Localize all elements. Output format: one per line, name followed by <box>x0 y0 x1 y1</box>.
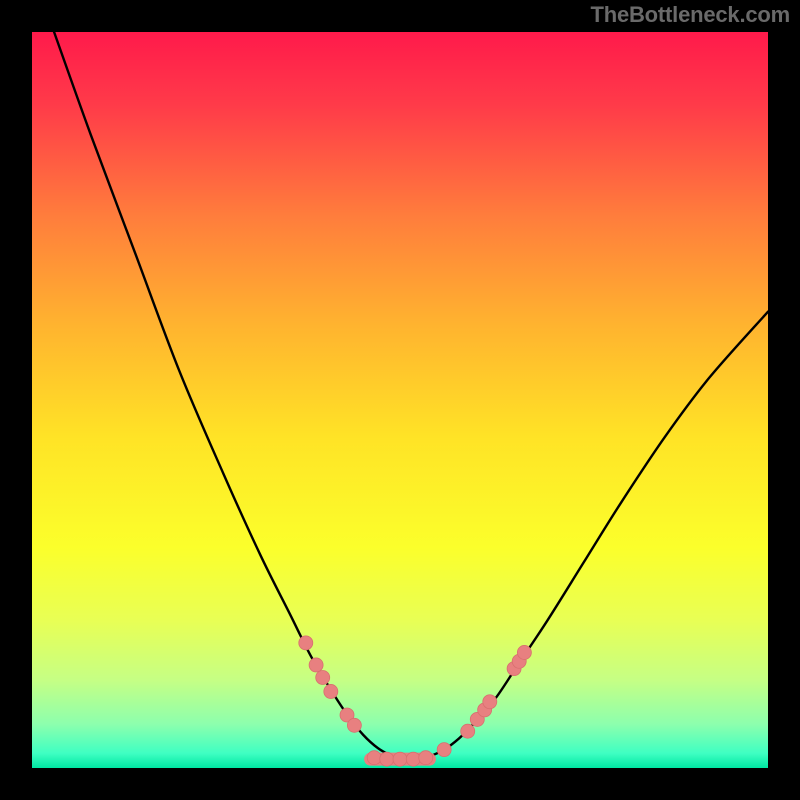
bottleneck-curve <box>54 32 768 760</box>
data-point <box>517 645 531 659</box>
data-point <box>347 718 361 732</box>
data-point <box>437 743 451 757</box>
data-point <box>367 751 381 765</box>
data-point <box>380 752 394 766</box>
chart-svg <box>32 32 768 768</box>
data-point <box>324 684 338 698</box>
data-point <box>393 752 407 766</box>
data-point <box>419 751 433 765</box>
watermark-label: TheBottleneck.com <box>590 2 790 28</box>
data-point <box>316 670 330 684</box>
chart-stage: TheBottleneck.com <box>0 0 800 800</box>
data-point <box>406 752 420 766</box>
data-point <box>299 636 313 650</box>
data-point <box>461 724 475 738</box>
data-point <box>483 695 497 709</box>
plot-area <box>32 32 768 768</box>
data-point <box>309 658 323 672</box>
